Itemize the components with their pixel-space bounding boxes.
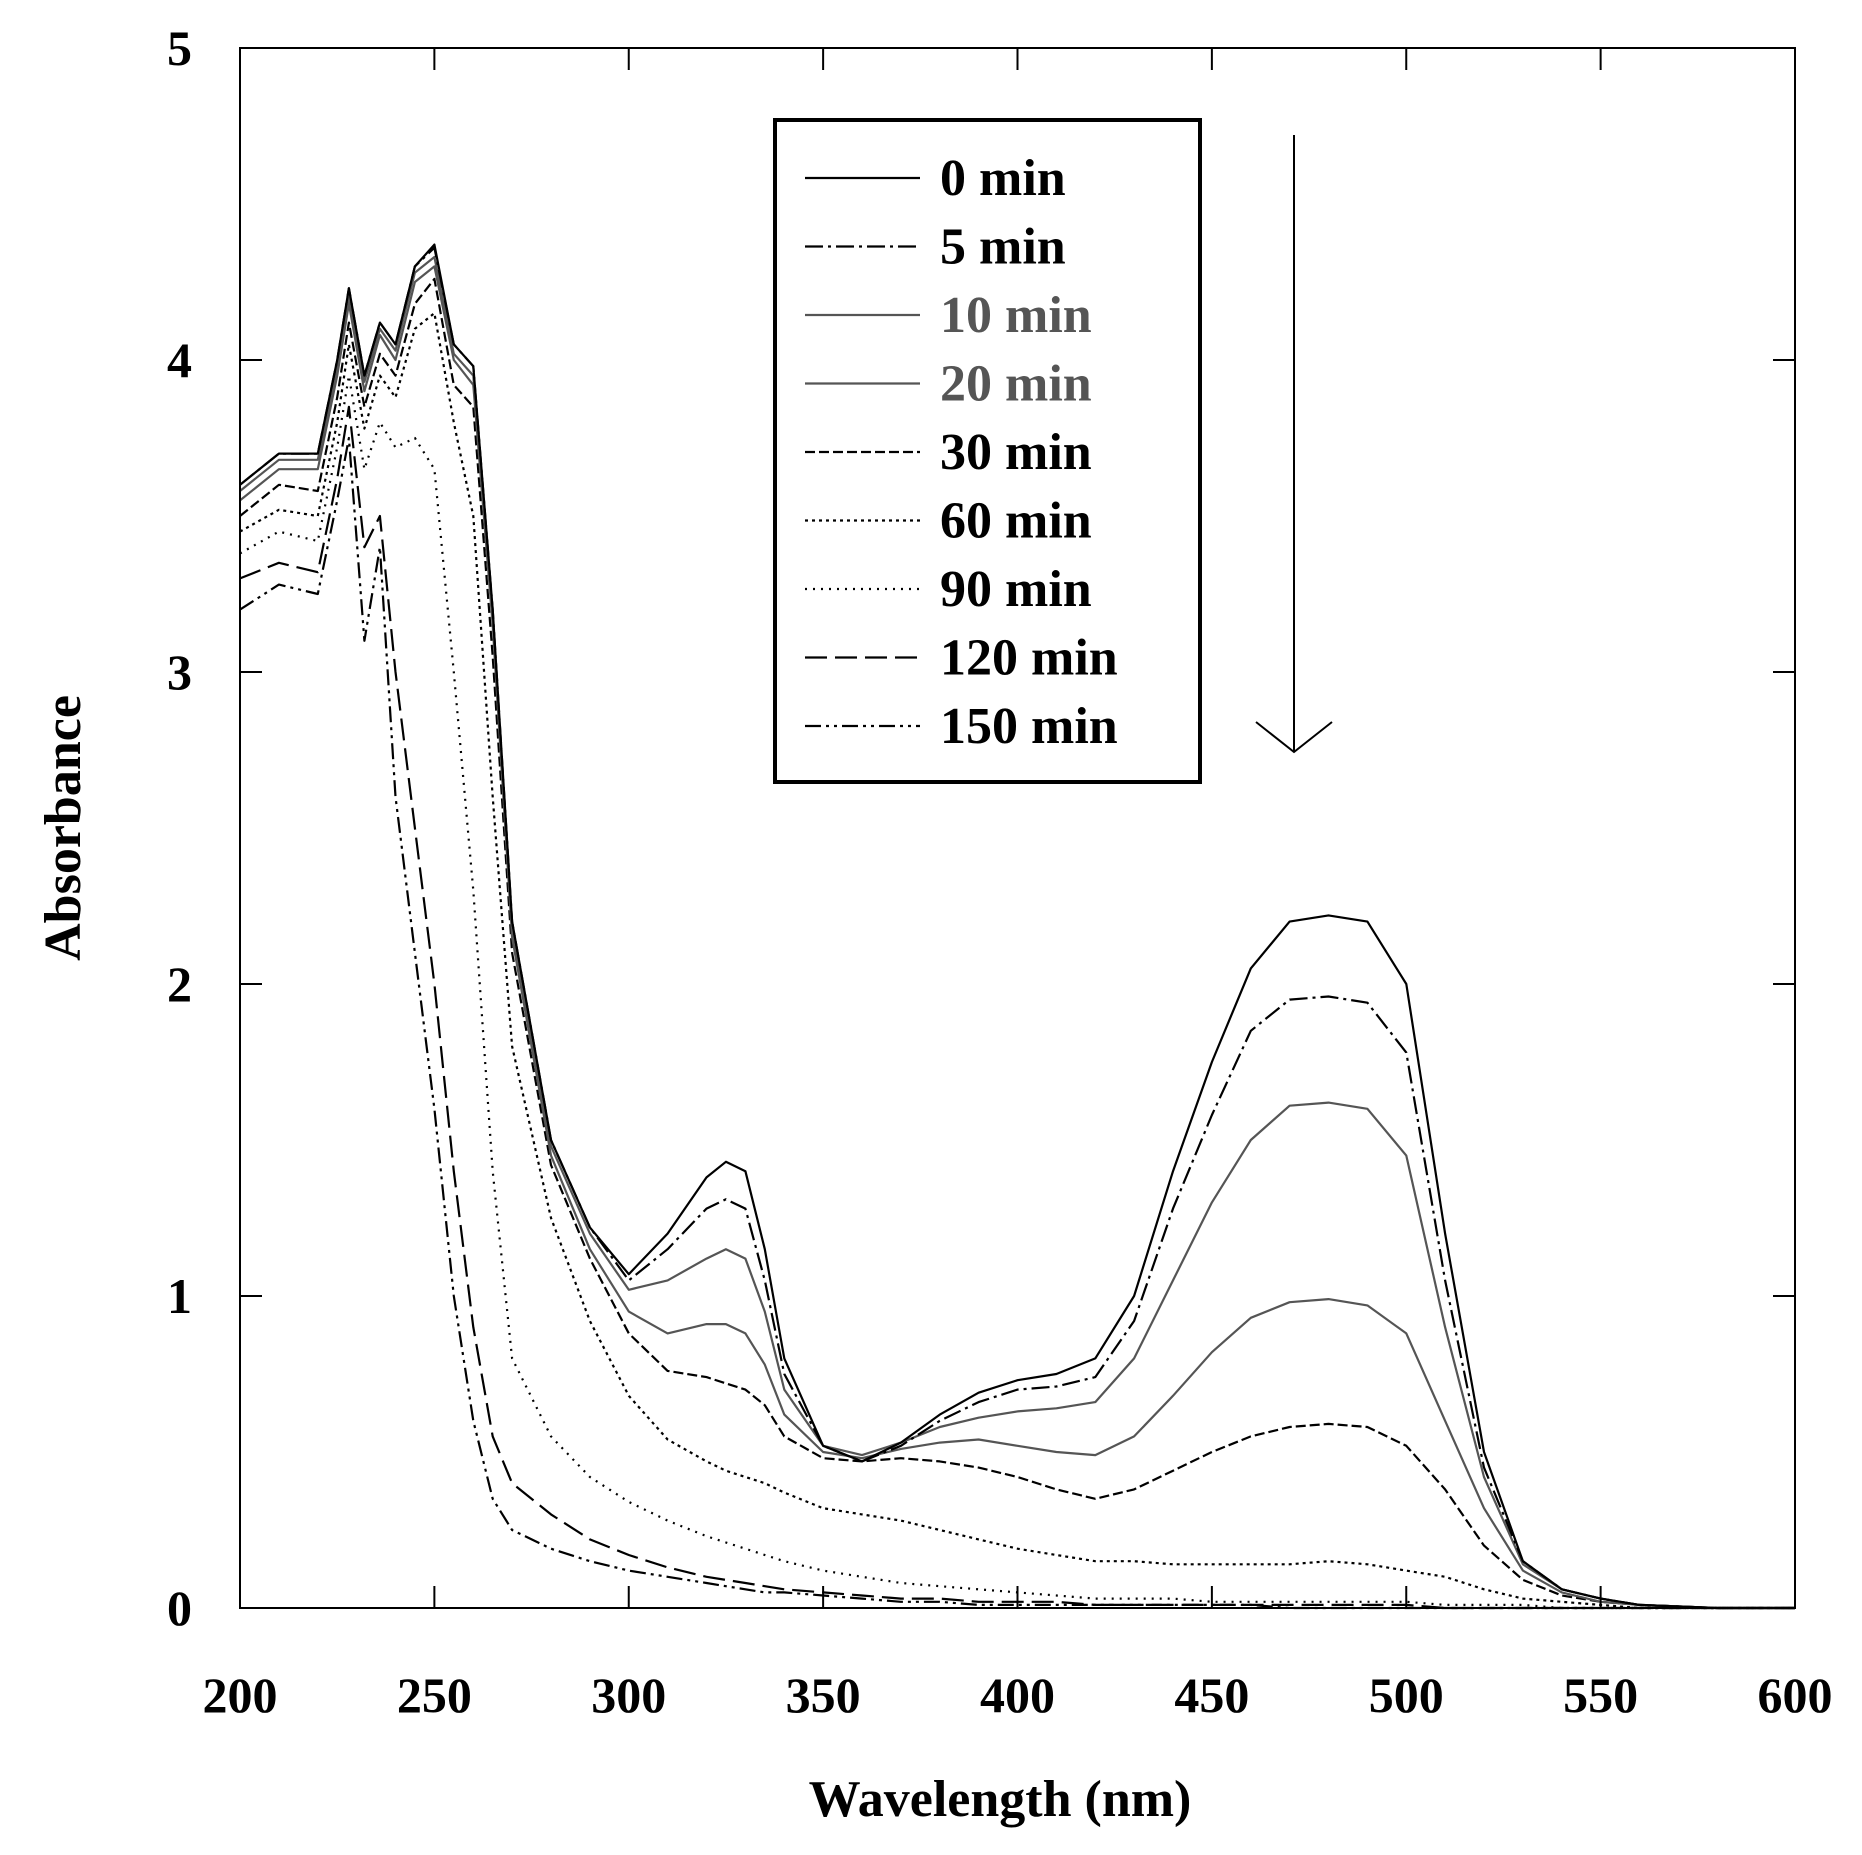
legend-label-0: 0 min xyxy=(940,150,1066,207)
series-line-4 xyxy=(239,277,1795,1610)
legend-label-6: 90 min xyxy=(940,561,1092,618)
y-tick-label-3: 3 xyxy=(167,644,192,700)
legend: 0 min 5 min 10 min 20 min 30 min 60 min 90 min… xyxy=(773,118,1202,784)
x-tick-label-4: 400 xyxy=(980,1667,1055,1723)
legend-label-8: 150 min xyxy=(940,698,1118,755)
y-axis-title: Absorbance xyxy=(35,695,92,961)
ticks-layer: 200 250 300 350 400 450 500 550 600 0 1 2 3 4 5 xyxy=(167,20,1833,1723)
y-tick-label-4: 4 xyxy=(167,332,192,388)
legend-label-1: 5 min xyxy=(940,219,1066,276)
x-tick-label-5: 450 xyxy=(1174,1667,1249,1723)
legend-label-2: 10 min xyxy=(940,287,1092,344)
decrease-arrow-icon xyxy=(1255,135,1333,754)
x-tick-label-1: 250 xyxy=(397,1667,472,1723)
legend-box xyxy=(773,118,1202,784)
legend-label-5: 60 min xyxy=(940,493,1092,550)
x-tick-label-2: 300 xyxy=(591,1667,666,1723)
series-line-6 xyxy=(239,374,1795,1610)
y-tick-label-0: 0 xyxy=(167,1580,192,1636)
x-axis-title: Wavelength (nm) xyxy=(809,1771,1192,1828)
y-tick-label-5: 5 xyxy=(167,20,192,76)
y-tick-label-1: 1 xyxy=(167,1268,192,1324)
legend-items: 0 min 5 min 10 min 20 min 30 min 60 min 90 min… xyxy=(805,150,1118,755)
x-tick-label-3: 350 xyxy=(786,1667,861,1723)
series-line-3 xyxy=(239,265,1795,1610)
legend-label-4: 30 min xyxy=(940,424,1092,481)
x-tick-label-0: 200 xyxy=(203,1667,278,1723)
series-line-0 xyxy=(239,243,1795,1610)
x-tick-label-8: 600 xyxy=(1758,1667,1833,1723)
x-tick-label-6: 500 xyxy=(1369,1667,1444,1723)
legend-label-7: 120 min xyxy=(940,630,1118,687)
x-tick-label-7: 550 xyxy=(1563,1667,1638,1723)
y-tick-label-2: 2 xyxy=(167,956,192,1012)
legend-label-3: 20 min xyxy=(940,356,1092,413)
